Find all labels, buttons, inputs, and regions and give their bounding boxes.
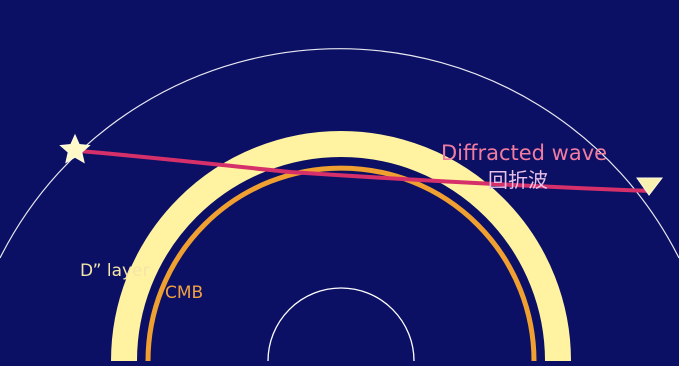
d-layer-ring	[111, 131, 571, 362]
inner-core-arc	[267, 287, 415, 362]
diffracted-ray-path	[78, 149, 652, 193]
triangle-down-icon	[636, 177, 664, 196]
cmb-label: CMB	[165, 283, 203, 303]
d-layer-label: D” layer	[80, 261, 150, 281]
diffracted-wave-label: Diffracted wave	[441, 141, 607, 165]
star-icon	[59, 133, 91, 164]
cmb-ring	[145, 165, 537, 362]
chinese-label: 回折波	[488, 168, 548, 192]
